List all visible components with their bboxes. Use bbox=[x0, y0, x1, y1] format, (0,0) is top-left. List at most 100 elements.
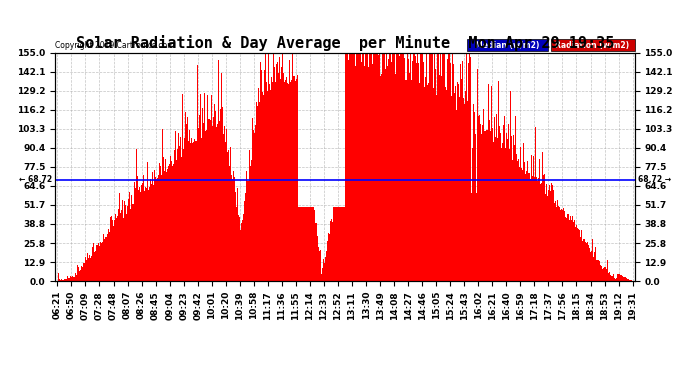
Bar bbox=[295, 81, 296, 281]
Bar bbox=[516, 154, 517, 281]
Bar bbox=[599, 265, 600, 281]
Bar bbox=[396, 53, 397, 281]
Bar bbox=[116, 218, 117, 281]
Bar bbox=[378, 55, 379, 281]
Bar bbox=[265, 53, 266, 281]
Bar bbox=[145, 187, 146, 281]
Bar bbox=[423, 62, 424, 281]
Bar bbox=[615, 279, 616, 281]
Bar bbox=[445, 87, 446, 281]
Bar bbox=[484, 130, 485, 281]
Bar bbox=[382, 53, 383, 281]
Bar bbox=[486, 130, 487, 281]
Bar bbox=[263, 53, 264, 281]
Bar bbox=[294, 76, 295, 281]
Bar bbox=[491, 118, 492, 281]
Bar bbox=[57, 280, 58, 281]
Bar bbox=[327, 241, 328, 281]
Bar bbox=[101, 243, 102, 281]
Bar bbox=[186, 124, 187, 281]
Bar bbox=[616, 278, 617, 281]
Bar bbox=[480, 124, 481, 281]
Bar bbox=[330, 227, 331, 281]
Bar bbox=[500, 133, 501, 281]
Bar bbox=[174, 158, 175, 281]
Bar bbox=[568, 214, 569, 281]
Bar bbox=[429, 53, 430, 281]
Bar bbox=[169, 164, 170, 281]
Bar bbox=[624, 277, 625, 281]
Bar bbox=[178, 132, 179, 281]
Bar bbox=[211, 95, 212, 281]
Bar bbox=[446, 90, 447, 281]
Bar bbox=[86, 260, 87, 281]
Bar bbox=[407, 53, 408, 281]
Bar bbox=[535, 128, 536, 281]
Bar bbox=[521, 157, 522, 281]
Bar bbox=[177, 149, 178, 281]
Bar bbox=[296, 79, 297, 281]
Bar bbox=[77, 265, 78, 281]
Bar bbox=[144, 166, 145, 281]
Bar bbox=[365, 53, 366, 281]
Bar bbox=[469, 53, 470, 281]
Bar bbox=[151, 183, 152, 281]
Bar bbox=[506, 133, 507, 281]
Bar bbox=[348, 53, 349, 281]
Bar bbox=[350, 53, 351, 281]
Bar bbox=[450, 63, 451, 281]
Bar bbox=[354, 53, 355, 281]
Bar bbox=[560, 210, 561, 281]
Bar bbox=[103, 234, 104, 281]
Bar bbox=[83, 263, 84, 281]
Bar bbox=[397, 53, 398, 281]
Bar bbox=[575, 227, 576, 281]
Title: Solar Radiation & Day Average  per Minute  Mon Apr 29 19:35: Solar Radiation & Day Average per Minute… bbox=[76, 35, 614, 51]
Bar bbox=[528, 172, 529, 281]
Bar bbox=[503, 125, 504, 281]
Bar bbox=[139, 187, 140, 281]
Bar bbox=[325, 257, 326, 281]
Bar bbox=[605, 267, 606, 281]
Bar bbox=[138, 190, 139, 281]
Bar bbox=[304, 207, 305, 281]
Bar bbox=[388, 53, 389, 281]
Bar bbox=[610, 269, 611, 281]
Bar bbox=[124, 201, 125, 281]
Bar bbox=[571, 220, 572, 281]
Bar bbox=[622, 276, 623, 281]
Bar bbox=[81, 267, 82, 281]
Bar bbox=[284, 82, 285, 281]
Bar bbox=[135, 188, 136, 281]
Bar bbox=[218, 60, 219, 281]
Bar bbox=[299, 207, 301, 281]
Bar bbox=[357, 53, 358, 281]
Bar bbox=[127, 206, 128, 281]
Bar bbox=[384, 53, 385, 281]
Bar bbox=[431, 53, 432, 281]
Bar bbox=[577, 228, 578, 281]
Bar bbox=[220, 109, 221, 281]
Bar bbox=[367, 53, 368, 281]
Bar bbox=[62, 280, 63, 281]
Bar bbox=[193, 142, 194, 281]
Bar bbox=[278, 73, 279, 281]
Bar bbox=[305, 207, 306, 281]
Bar bbox=[358, 53, 359, 281]
Bar bbox=[335, 207, 336, 281]
Bar bbox=[518, 165, 520, 281]
Bar bbox=[406, 80, 407, 281]
Bar bbox=[273, 53, 275, 281]
Bar bbox=[387, 66, 388, 281]
Bar bbox=[148, 190, 149, 281]
Bar bbox=[297, 66, 298, 281]
Bar bbox=[70, 276, 71, 281]
Bar bbox=[374, 53, 375, 281]
Bar bbox=[166, 172, 167, 281]
Bar bbox=[550, 191, 551, 281]
Bar bbox=[210, 120, 211, 281]
Bar bbox=[464, 102, 465, 281]
Bar bbox=[462, 61, 463, 281]
Bar bbox=[120, 209, 121, 281]
Bar bbox=[190, 143, 191, 281]
